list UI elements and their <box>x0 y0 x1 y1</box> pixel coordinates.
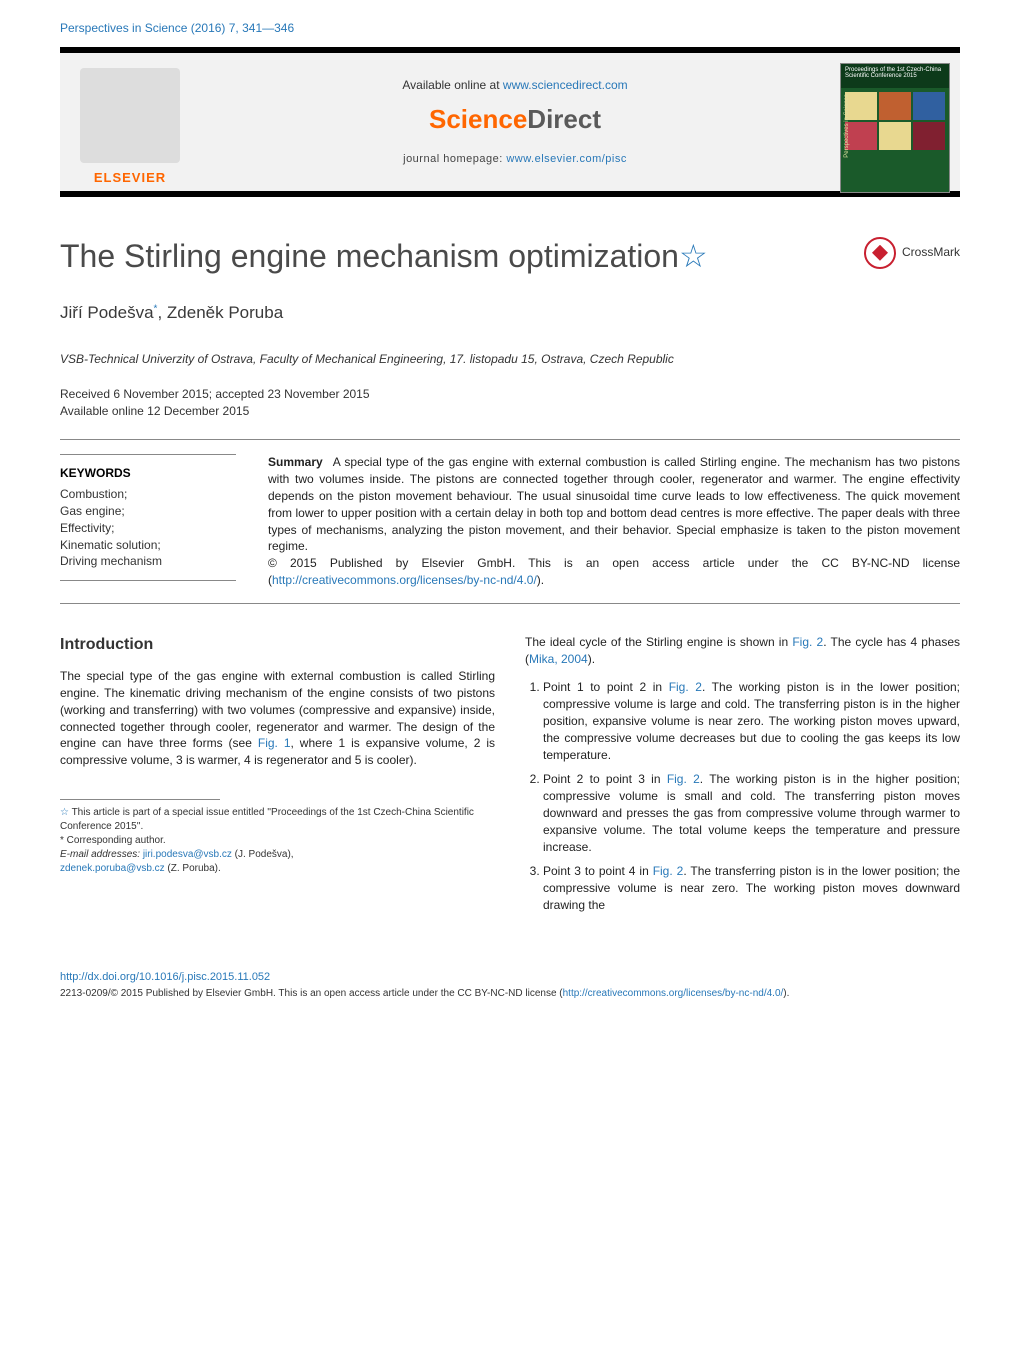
right-column: The ideal cycle of the Stirling engine i… <box>525 634 960 922</box>
footnote-rule <box>60 799 220 800</box>
sd-science: Science <box>429 104 527 134</box>
foot-license-link[interactable]: http://creativecommons.org/licenses/by-n… <box>563 988 784 999</box>
intro-para-1: The special type of the gas engine with … <box>60 668 495 769</box>
affiliation: VSB-Technical Univerzity of Ostrava, Fac… <box>60 351 960 368</box>
ref-mika[interactable]: Mika, 2004 <box>529 652 588 666</box>
ph1a: Point 1 to point 2 in <box>543 680 669 694</box>
crossmark-icon <box>864 237 896 269</box>
sciencedirect-logo: ScienceDirect <box>210 101 820 137</box>
crossmark-label: CrossMark <box>902 244 960 261</box>
section-head-intro: Introduction <box>60 634 495 656</box>
sd-direct: Direct <box>527 104 601 134</box>
title-text: The Stirling engine mechanism optimizati… <box>60 238 679 274</box>
license-close: ). <box>537 573 544 587</box>
left-column: Introduction The special type of the gas… <box>60 634 495 922</box>
keywords-column: KEYWORDS Combustion; Gas engine; Effecti… <box>60 440 250 602</box>
journal-homepage-line: journal homepage: www.elsevier.com/pisc <box>210 152 820 167</box>
header-citation: Perspectives in Science (2016) 7, 341—34… <box>0 0 1020 47</box>
keywords-head: KEYWORDS <box>60 465 236 482</box>
footnote-corresponding: * Corresponding author. <box>60 834 495 848</box>
email-1-who: (J. Podešva), <box>232 849 294 860</box>
received-accepted: Received 6 November 2015; accepted 23 No… <box>60 386 960 403</box>
ph2a: Point 2 to point 3 in <box>543 772 667 786</box>
cover-box: Proceedings of the 1st Czech-China Scien… <box>840 63 950 193</box>
fig2-link-top[interactable]: Fig. 2 <box>792 635 823 649</box>
r-p1a: The ideal cycle of the Stirling engine i… <box>525 635 792 649</box>
author-1-sup: * <box>154 304 158 315</box>
available-online: Available online 12 December 2015 <box>60 403 960 420</box>
foot-copy-close: ). <box>783 988 789 999</box>
elsevier-tree-icon <box>80 68 180 163</box>
banner-center: Available online at www.sciencedirect.co… <box>200 53 830 191</box>
elsevier-logo-block: ELSEVIER <box>60 53 200 191</box>
crossmark-badge[interactable]: CrossMark <box>864 237 960 269</box>
footer-copyright: 2213-0209/© 2015 Published by Elsevier G… <box>60 987 960 1001</box>
ph3a: Point 3 to point 4 in <box>543 864 653 878</box>
doi-link[interactable]: http://dx.doi.org/10.1016/j.pisc.2015.11… <box>60 970 960 985</box>
homepage-label: journal homepage: <box>403 153 506 165</box>
authors-line: Jiří Podešva*, Zdeněk Poruba <box>60 301 960 325</box>
article-title: The Stirling engine mechanism optimizati… <box>60 237 864 275</box>
cover-side-text: Perspectives in Science <box>843 94 851 158</box>
fig1-link[interactable]: Fig. 1 <box>258 736 291 750</box>
body-columns: Introduction The special type of the gas… <box>60 634 960 922</box>
footnote-emails: E-mail addresses: jiri.podesva@vsb.cz (J… <box>60 848 495 876</box>
phase-1: Point 1 to point 2 in Fig. 2. The workin… <box>543 679 960 763</box>
cover-cell <box>879 92 911 120</box>
cover-cell <box>913 92 945 120</box>
sciencedirect-url[interactable]: www.sciencedirect.com <box>503 78 628 92</box>
keywords-box: KEYWORDS Combustion; Gas engine; Effecti… <box>60 454 236 581</box>
r-p1c: ). <box>588 652 595 666</box>
email-label: E-mail addresses: <box>60 849 143 860</box>
footnote-star: ☆ This article is part of a special issu… <box>60 806 495 834</box>
keywords-list: Combustion; Gas engine; Effectivity; Kin… <box>60 486 236 570</box>
elsevier-wordmark: ELSEVIER <box>94 169 166 187</box>
cover-title-band: Proceedings of the 1st Czech-China Scien… <box>841 64 949 88</box>
author-2: Zdeněk Poruba <box>167 303 283 322</box>
email-2-who: (Z. Poruba). <box>165 863 221 874</box>
license-link[interactable]: http://creativecommons.org/licenses/by-n… <box>272 573 537 587</box>
phase-3: Point 3 to point 4 in Fig. 2. The transf… <box>543 863 960 913</box>
cover-cell <box>913 122 945 150</box>
fig2-link-p3[interactable]: Fig. 2 <box>653 864 684 878</box>
phase-2: Point 2 to point 3 in Fig. 2. The workin… <box>543 771 960 855</box>
title-footnote-star: ☆ <box>679 238 708 274</box>
phases-list: Point 1 to point 2 in Fig. 2. The workin… <box>525 679 960 913</box>
corr-text: Corresponding author. <box>64 835 166 846</box>
cover-image-grid <box>841 88 949 154</box>
fig2-link-p1[interactable]: Fig. 2 <box>669 680 702 694</box>
article-dates: Received 6 November 2015; accepted 23 No… <box>60 386 960 420</box>
right-para-1: The ideal cycle of the Stirling engine i… <box>525 634 960 668</box>
cover-cell <box>879 122 911 150</box>
fig2-link-p2[interactable]: Fig. 2 <box>667 772 700 786</box>
abstract-column: SummaryA special type of the gas engine … <box>250 440 960 602</box>
available-prefix: Available online at <box>402 78 503 92</box>
homepage-link[interactable]: www.elsevier.com/pisc <box>506 153 627 165</box>
available-online-line: Available online at www.sciencedirect.co… <box>210 77 820 94</box>
journal-banner: ELSEVIER Available online at www.science… <box>60 47 960 197</box>
abstract-row: KEYWORDS Combustion; Gas engine; Effecti… <box>60 439 960 603</box>
email-1[interactable]: jiri.podesva@vsb.cz <box>143 849 232 860</box>
author-1: Jiří Podešva <box>60 303 154 322</box>
abstract-head: Summary <box>268 455 323 469</box>
journal-cover-thumb: Proceedings of the 1st Czech-China Scien… <box>830 53 960 191</box>
abstract-body: A special type of the gas engine with ex… <box>268 455 960 553</box>
email-2[interactable]: zdenek.poruba@vsb.cz <box>60 863 165 874</box>
footnote-star-mark: ☆ <box>60 807 69 818</box>
foot-copy-text: 2213-0209/© 2015 Published by Elsevier G… <box>60 988 563 999</box>
footnote-star-text: This article is part of a special issue … <box>60 807 474 832</box>
